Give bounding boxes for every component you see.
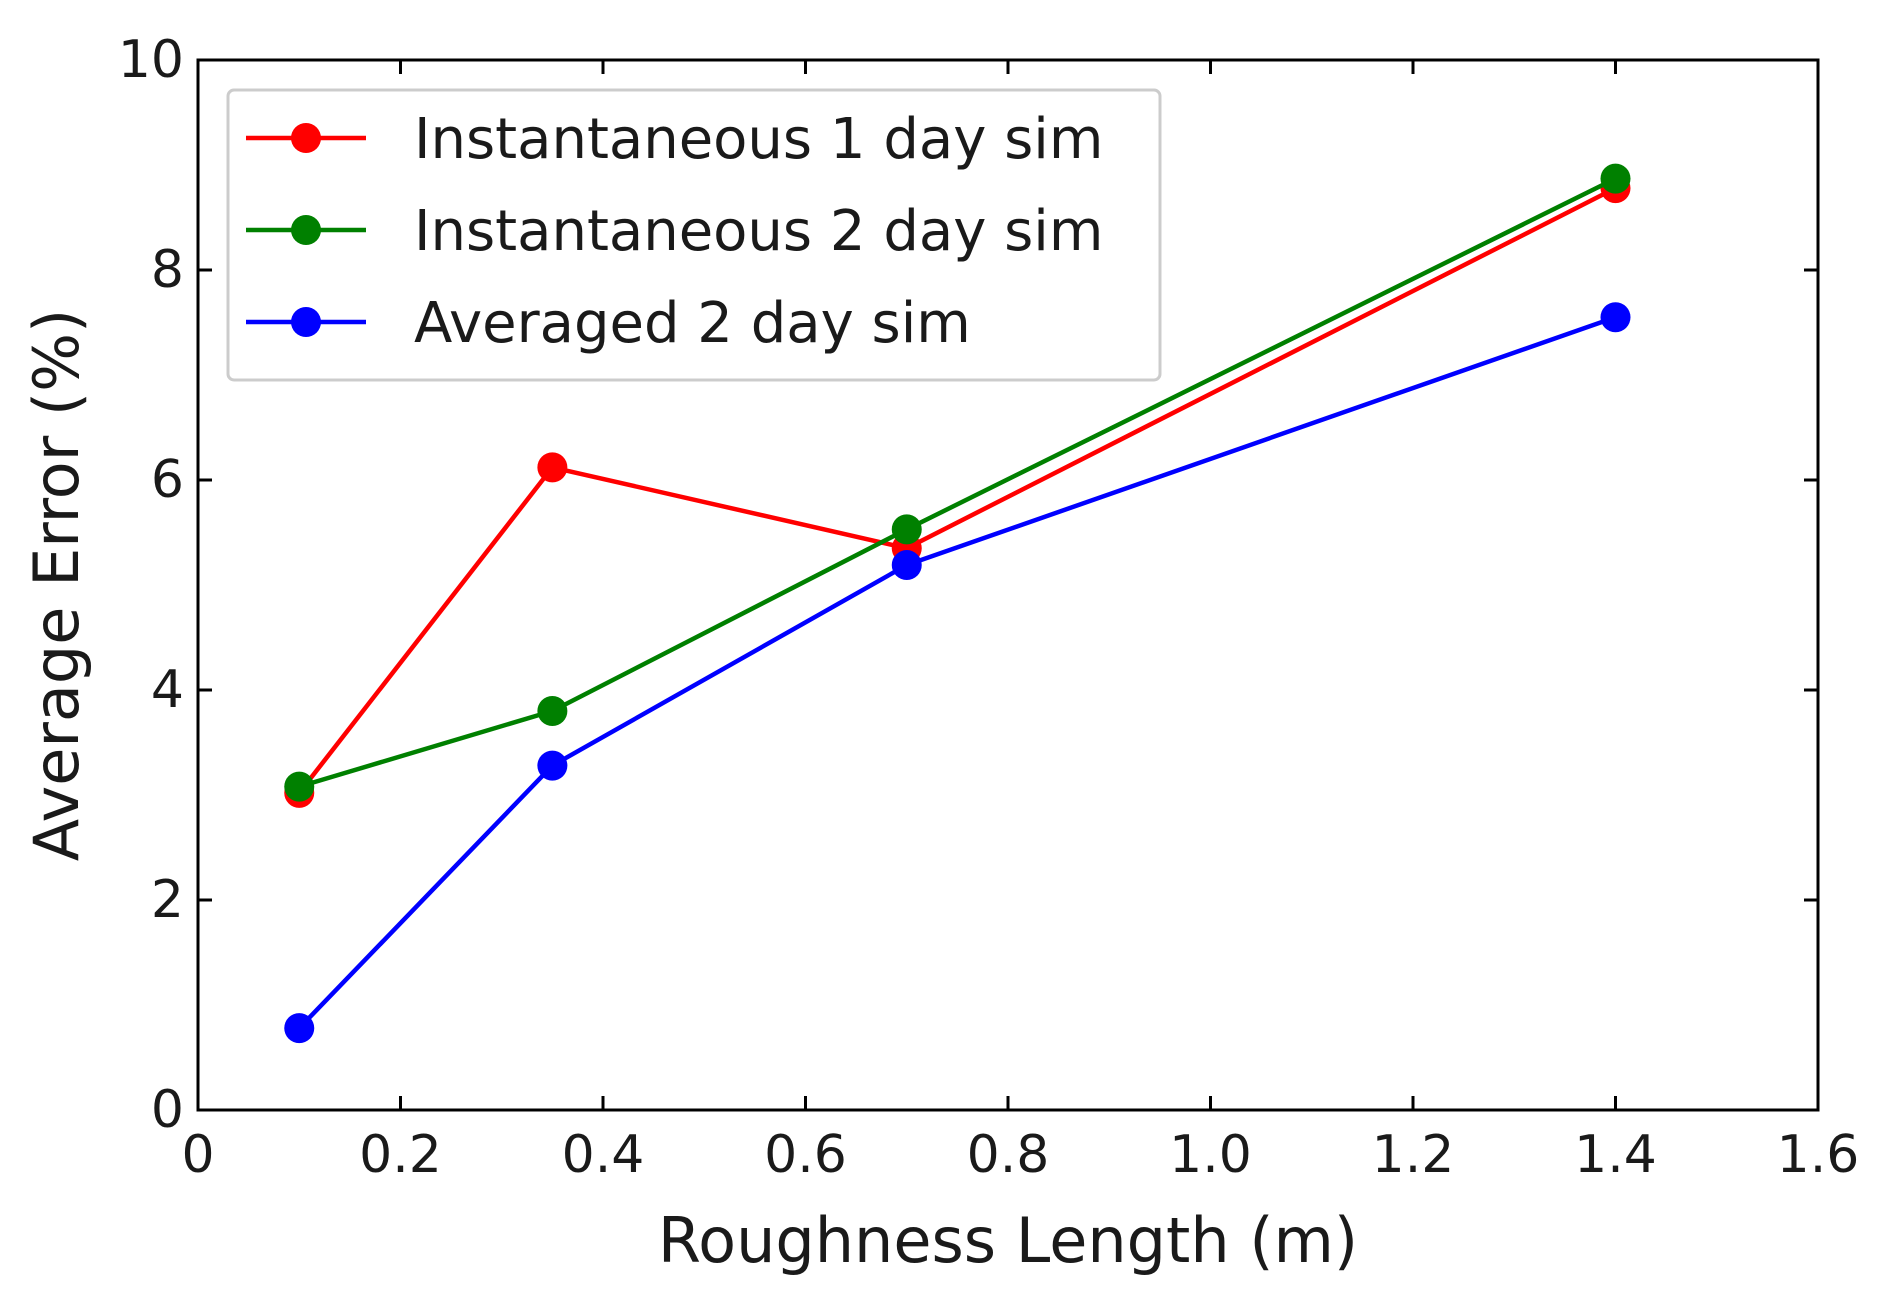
- x-tick-label: 1.2: [1372, 1125, 1455, 1185]
- y-tick-label: 8: [151, 240, 184, 300]
- x-tick-label: 1.0: [1169, 1125, 1252, 1185]
- y-tick-label: 2: [151, 870, 184, 930]
- x-tick-label: 1.4: [1574, 1125, 1657, 1185]
- data-point: [891, 550, 922, 581]
- legend-marker: [291, 215, 321, 245]
- legend-item: Instantaneous 1 day sim: [246, 107, 1103, 172]
- x-tick-label: 0: [181, 1125, 214, 1185]
- data-point: [1600, 163, 1631, 194]
- data-point: [284, 1013, 315, 1044]
- data-point: [891, 514, 922, 545]
- data-point: [284, 771, 315, 802]
- x-tick-label: 0.8: [967, 1125, 1050, 1185]
- data-point: [537, 452, 568, 483]
- series-line: [297, 315, 1617, 1030]
- legend-label: Averaged 2 day sim: [414, 291, 971, 356]
- legend-marker: [291, 307, 321, 337]
- legend-label: Instantaneous 2 day sim: [414, 199, 1103, 264]
- series-2: [284, 163, 1631, 802]
- series-line: [297, 186, 1617, 795]
- data-point: [1600, 302, 1631, 333]
- data-point: [537, 750, 568, 781]
- series-3: [284, 302, 1631, 1044]
- legend-item: Instantaneous 2 day sim: [246, 199, 1103, 264]
- y-tick-label: 0: [151, 1080, 184, 1140]
- x-tick-label: 1.6: [1777, 1125, 1860, 1185]
- legend-label: Instantaneous 1 day sim: [414, 107, 1103, 172]
- series-line: [298, 176, 1617, 789]
- legend-item: Averaged 2 day sim: [246, 291, 971, 356]
- x-tick-label: 0.6: [764, 1125, 847, 1185]
- x-tick-label: 0.4: [562, 1125, 645, 1185]
- y-tick-label: 6: [151, 450, 184, 510]
- data-point: [537, 696, 568, 726]
- y-tick-label: 10: [118, 30, 184, 90]
- legend-marker: [291, 123, 321, 153]
- legend-box: [226, 88, 1162, 382]
- plot-area-frame: [196, 58, 1820, 1112]
- x-tick-label: 0.2: [359, 1125, 442, 1185]
- y-axis-title: Average Error (%): [20, 309, 93, 861]
- y-tick-label: 4: [151, 660, 184, 720]
- x-axis-title: Roughness Length (m): [658, 1204, 1358, 1277]
